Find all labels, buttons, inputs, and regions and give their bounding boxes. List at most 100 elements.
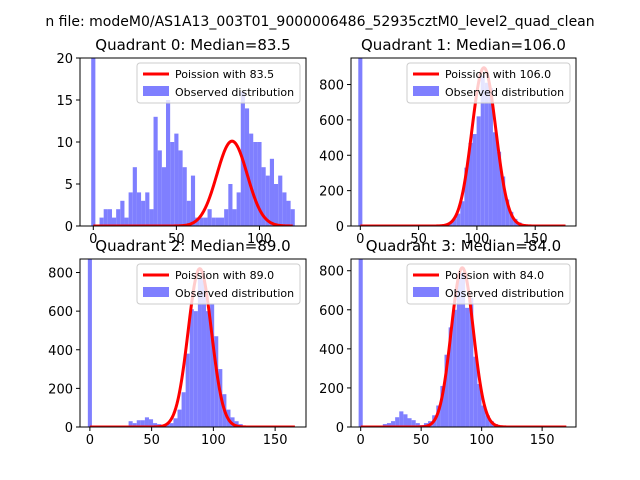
histogram-bar bbox=[199, 217, 204, 226]
x-tick-label: 0 bbox=[89, 232, 97, 247]
y-tick-label: 200 bbox=[319, 382, 344, 397]
histogram-bar bbox=[274, 184, 279, 226]
y-tick-label: 0 bbox=[65, 421, 73, 436]
axes-frame bbox=[350, 258, 577, 428]
x-tick-label: 150 bbox=[530, 433, 555, 448]
histogram-bar bbox=[509, 211, 514, 226]
y-tick-label: 200 bbox=[48, 382, 73, 397]
histogram-bar bbox=[124, 217, 129, 226]
legend: Poission with 89.0 Observed distribution bbox=[136, 263, 301, 305]
histogram-bar bbox=[207, 209, 212, 226]
histogram-bar bbox=[148, 419, 154, 427]
histogram-bar bbox=[440, 385, 445, 427]
x-tick-label: 100 bbox=[464, 232, 489, 247]
histogram-bar bbox=[224, 209, 229, 226]
histogram-bar bbox=[290, 209, 295, 226]
histogram-bar bbox=[174, 133, 179, 226]
histogram-bar-zero-spike bbox=[87, 259, 92, 427]
histogram-bar bbox=[286, 200, 291, 226]
subplot-quadrant-0: 0 50 100 0 5 10 15 20 Quadrant 0: Median=83.5 Poi… bbox=[56, 36, 307, 247]
x-tick-label: 50 bbox=[168, 232, 185, 247]
histogram-bar bbox=[178, 150, 183, 226]
histogram-bar bbox=[103, 209, 108, 226]
legend-label-observed: Observed distribution bbox=[445, 86, 564, 99]
legend-label-fit: Poission with 89.0 bbox=[175, 269, 274, 282]
x-tick-label: 0 bbox=[356, 232, 364, 247]
histogram-bar bbox=[99, 217, 104, 226]
x-tick-label: 100 bbox=[247, 232, 272, 247]
histogram-bar bbox=[165, 100, 171, 226]
histogram-bar bbox=[220, 217, 225, 226]
y-tick-label: 600 bbox=[319, 304, 344, 319]
histogram-bar bbox=[201, 280, 207, 427]
legend-label-observed: Observed distribution bbox=[175, 86, 294, 99]
histogram-bar bbox=[215, 217, 221, 226]
histogram-bar bbox=[189, 309, 194, 427]
subplot-title: Quadrant 0: Median=83.5 bbox=[95, 36, 290, 54]
histogram-bar bbox=[448, 327, 453, 427]
poisson-fit-line bbox=[92, 139, 294, 226]
histogram-bar bbox=[452, 309, 457, 427]
histogram-bar bbox=[149, 209, 154, 226]
histogram-bar bbox=[107, 209, 112, 226]
legend-bar-swatch bbox=[413, 287, 439, 297]
legend-label-fit: Poission with 84.0 bbox=[445, 269, 544, 282]
legend-bar-swatch bbox=[413, 86, 439, 96]
histogram-bar bbox=[136, 192, 142, 226]
histogram-bar bbox=[182, 167, 187, 226]
axes-frame bbox=[79, 258, 307, 428]
histogram-bar bbox=[234, 421, 239, 427]
legend-label-fit: Poission with 106.0 bbox=[445, 68, 551, 81]
histogram-bar bbox=[469, 298, 474, 427]
histogram-bar bbox=[415, 423, 420, 427]
histogram-bar bbox=[460, 272, 466, 427]
histogram-bar bbox=[169, 423, 174, 427]
y-tick-label: 800 bbox=[319, 265, 344, 280]
legend-label-fit: Poission with 83.5 bbox=[175, 68, 274, 81]
histogram-bar bbox=[144, 417, 149, 427]
histogram-bar bbox=[456, 213, 461, 226]
histogram-bar bbox=[480, 75, 485, 226]
legend: Poission with 83.5 Observed distribution bbox=[136, 62, 301, 104]
x-tick-label: 100 bbox=[469, 433, 494, 448]
histogram-bar bbox=[244, 108, 250, 226]
histogram-bar bbox=[249, 133, 254, 226]
x-tick-label: 0 bbox=[86, 433, 94, 448]
y-tick-label: 400 bbox=[319, 343, 344, 358]
histogram-bar bbox=[170, 142, 175, 226]
histogram-bar bbox=[257, 142, 262, 226]
y-tick-label: 200 bbox=[319, 185, 344, 200]
legend-bar-swatch bbox=[143, 86, 169, 96]
y-tick-label: 15 bbox=[56, 94, 73, 109]
axes-frame bbox=[350, 57, 577, 227]
y-tick-label: 400 bbox=[48, 344, 73, 359]
x-tick-label: 0 bbox=[357, 433, 365, 448]
subplot-quadrant-1: 0 50 100 150 0 200 400 600 800 Quadrant 1: Median… bbox=[319, 36, 577, 247]
histogram-bar bbox=[185, 353, 190, 427]
histogram-bar bbox=[128, 192, 133, 226]
histogram-bar bbox=[190, 175, 196, 226]
histogram-bar bbox=[386, 423, 392, 427]
histogram-bar bbox=[206, 311, 211, 427]
histogram-bar bbox=[399, 411, 404, 427]
histogram-bar bbox=[464, 167, 469, 226]
subplot-title: Quadrant 3: Median=84.0 bbox=[366, 237, 561, 255]
y-tick-label: 0 bbox=[65, 220, 73, 235]
histogram-bar bbox=[141, 200, 146, 226]
histogram-bar bbox=[436, 405, 441, 427]
x-tick-label: 50 bbox=[410, 232, 427, 247]
histogram-bar bbox=[497, 151, 502, 226]
y-tick-label: 0 bbox=[336, 220, 344, 235]
histogram-bar bbox=[193, 311, 198, 427]
histogram-bar bbox=[186, 200, 191, 226]
histogram-bar bbox=[468, 142, 473, 226]
histogram-bar bbox=[481, 405, 486, 427]
subplot-quadrant-3: 0 50 100 150 0 200 400 600 800 Quadrant 3: Median… bbox=[319, 237, 577, 448]
histogram-bar bbox=[173, 418, 178, 427]
histogram-bar-zero-spike bbox=[91, 58, 96, 226]
histogram-bar bbox=[278, 175, 283, 226]
y-tick-label: 400 bbox=[319, 149, 344, 164]
y-tick-label: 20 bbox=[56, 52, 73, 67]
legend-label-observed: Observed distribution bbox=[445, 287, 564, 300]
histogram-bar bbox=[476, 116, 481, 226]
